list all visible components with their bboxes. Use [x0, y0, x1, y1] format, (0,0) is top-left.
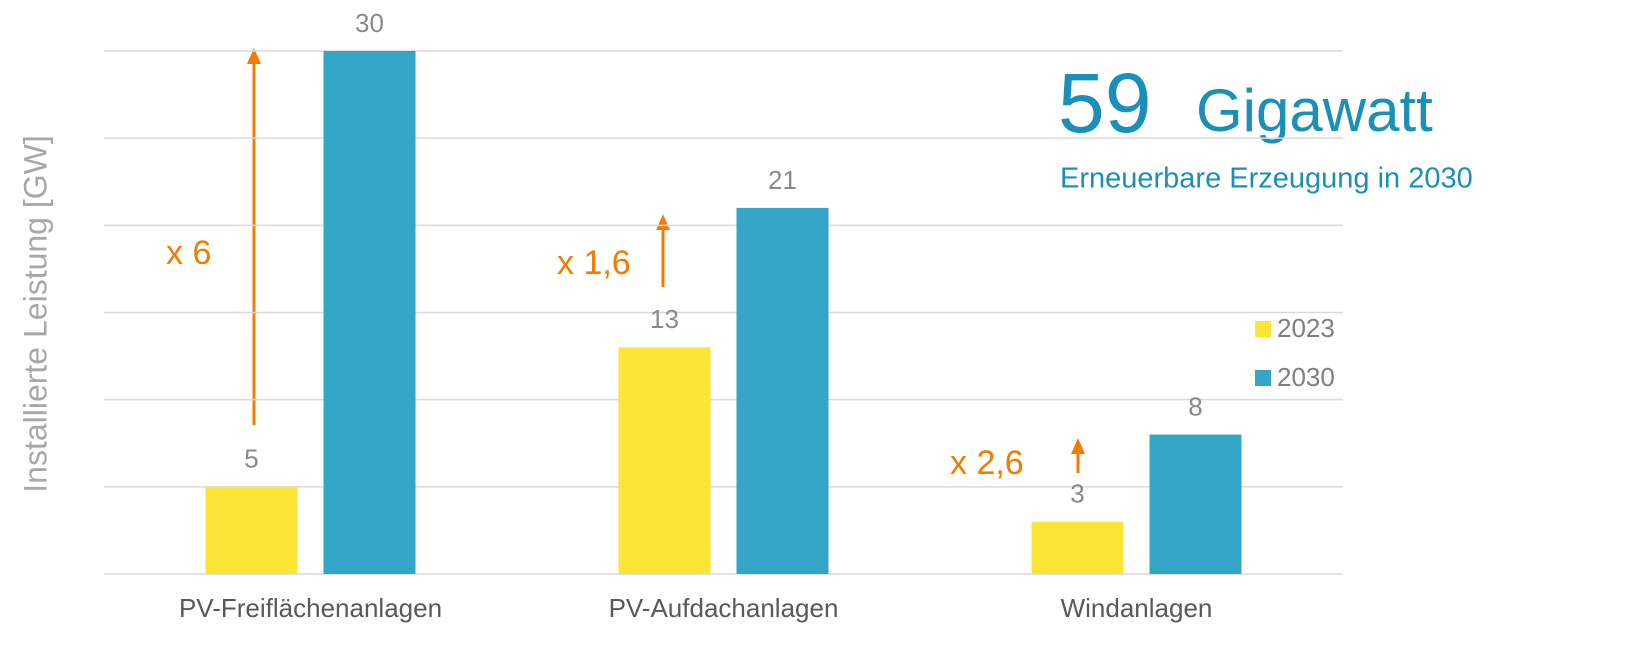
arrows: [247, 48, 1085, 473]
arrow-head: [656, 214, 670, 230]
arrow-head: [1071, 438, 1085, 454]
bar: [1031, 521, 1124, 574]
y-axis-label: Installierte Leistung [GW]: [17, 135, 53, 492]
legend-swatch: [1255, 321, 1271, 337]
annotation: x 2,6: [950, 444, 1024, 482]
value-label: 8: [1188, 391, 1202, 421]
value-label: 3: [1070, 479, 1084, 509]
x-tick-label: PV-Freiflächenanlagen: [179, 593, 442, 623]
value-label: 5: [244, 444, 258, 474]
bar: [618, 347, 711, 574]
bar: [205, 486, 298, 574]
headline-number: 59: [1058, 56, 1151, 150]
x-tick-label: Windanlagen: [1061, 593, 1213, 623]
headline-unit: Gigawatt: [1196, 77, 1433, 144]
headline-text: Erneuerbare Erzeugung in 2030: [1060, 163, 1473, 195]
value-label: 13: [650, 304, 679, 334]
x-tick-label: PV-Aufdachanlagen: [609, 593, 839, 623]
legend-label: 2023: [1277, 313, 1335, 343]
bar: [1149, 434, 1242, 574]
legend-label: 2030: [1277, 362, 1335, 392]
bar: [323, 51, 416, 574]
bar: [736, 207, 829, 574]
annotation: x 6: [166, 234, 211, 272]
arrow-head: [247, 48, 261, 64]
annotation: x 1,6: [557, 244, 631, 282]
value-label: 30: [355, 8, 384, 38]
value-label: 21: [768, 165, 797, 195]
legend-swatch: [1255, 370, 1271, 386]
